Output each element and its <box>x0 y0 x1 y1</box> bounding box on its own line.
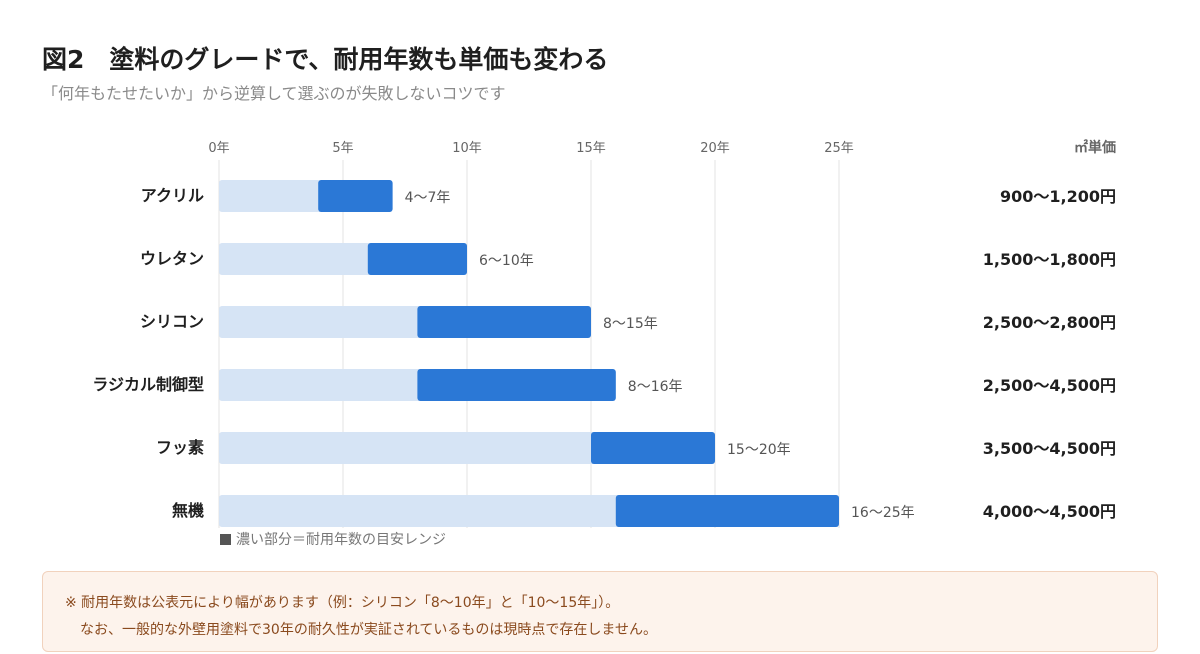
chart-subtitle: 「何年もたせたいか」から逆算して選ぶのが失敗しないコツです <box>42 84 506 103</box>
price-label: 3,500〜4,500円 <box>983 439 1116 458</box>
chart-row: フッ素 15〜20年 3,500〜4,500円 <box>156 432 1116 464</box>
range-bar <box>591 432 715 464</box>
category-label: フッ素 <box>156 438 204 457</box>
price-label: 2,500〜2,800円 <box>983 313 1116 332</box>
x-tick-label: 20年 <box>700 141 730 156</box>
chart-row: シリコン 8〜15年 2,500〜2,800円 <box>140 306 1116 338</box>
range-label: 15〜20年 <box>727 442 791 458</box>
range-bar <box>367 243 467 275</box>
x-tick-label: 10年 <box>452 141 482 156</box>
category-label: アクリル <box>141 186 204 205</box>
chart-row: ウレタン 6〜10年 1,500〜1,800円 <box>140 243 1116 275</box>
footnote-line-1: ※ 耐用年数は公表元により幅があります（例：シリコン「8〜10年」と「10〜15… <box>65 595 620 611</box>
chart-row: ラジカル制御型 8〜16年 2,500〜4,500円 <box>92 369 1116 401</box>
legend: 濃い部分＝耐用年数の目安レンジ <box>220 529 446 549</box>
grid-lines <box>218 160 840 528</box>
range-label: 16〜25年 <box>851 505 915 521</box>
legend-swatch <box>220 534 231 545</box>
category-label: ラジカル制御型 <box>92 375 204 394</box>
range-bar <box>615 495 839 527</box>
footnote-box: ※ 耐用年数は公表元により幅があります（例：シリコン「8〜10年」と「10〜15… <box>42 571 1158 652</box>
range-label: 8〜15年 <box>603 316 658 332</box>
price-label: 900〜1,200円 <box>1000 187 1116 206</box>
footnote-line-2: なお、一般的な外壁用塗料で30年の耐久性が実証されているものは現時点で存在しませ… <box>80 622 657 638</box>
range-label: 8〜16年 <box>628 379 683 395</box>
x-axis-ticks: 0年 5年 10年 15年 20年 25年 <box>208 141 853 156</box>
chart-title: 図2 塗料のグレードで、耐用年数も単価も変わる <box>42 45 609 74</box>
x-tick-label: 0年 <box>208 141 229 156</box>
range-bar <box>318 180 393 212</box>
range-bar <box>417 369 616 401</box>
x-tick-label: 5年 <box>332 141 353 156</box>
price-label: 2,500〜4,500円 <box>983 376 1116 395</box>
category-label: ウレタン <box>140 249 204 268</box>
chart-row: 無機 16〜25年 4,000〜4,500円 <box>172 495 1116 527</box>
x-tick-label: 25年 <box>824 141 854 156</box>
range-label: 4〜7年 <box>405 190 451 206</box>
range-label: 6〜10年 <box>479 253 534 269</box>
chart-row: アクリル 4〜7年 900〜1,200円 <box>141 180 1116 212</box>
category-label: シリコン <box>140 312 204 331</box>
range-bar-chart: 0年 5年 10年 15年 20年 25年 ㎡単価 アクリル 4〜7年 900〜1,200円ウ… <box>92 139 1116 528</box>
price-column-header: ㎡単価 <box>1074 139 1116 156</box>
x-tick-label: 15年 <box>576 141 606 156</box>
legend-text: 濃い部分＝耐用年数の目安レンジ <box>236 532 446 548</box>
category-label: 無機 <box>172 501 204 520</box>
price-label: 4,000〜4,500円 <box>983 502 1116 521</box>
range-bar <box>417 306 591 338</box>
price-label: 1,500〜1,800円 <box>983 250 1116 269</box>
